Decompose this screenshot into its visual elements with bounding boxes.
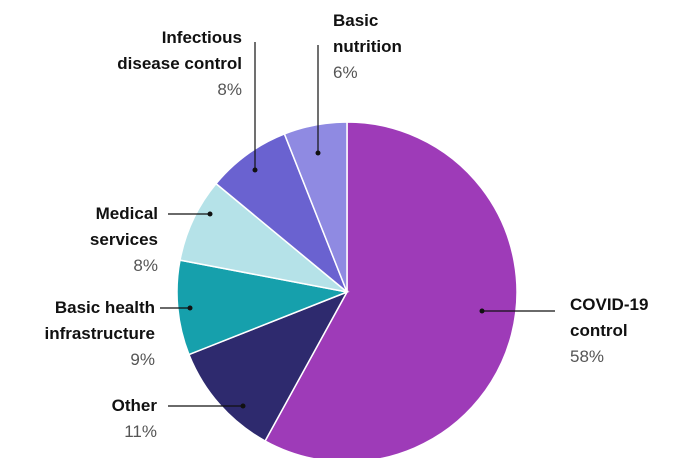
slice-label: Medical services 8% bbox=[0, 201, 158, 279]
value-label: 8% bbox=[133, 256, 158, 275]
leader-dot bbox=[479, 308, 485, 314]
category-label: Medical services bbox=[89, 204, 158, 249]
leader-dot bbox=[240, 403, 246, 409]
slice-label: Basic nutrition 6% bbox=[333, 8, 553, 86]
category-label: Basic nutrition bbox=[333, 11, 402, 56]
category-label: COVID-19 control bbox=[570, 295, 649, 340]
leader-dot bbox=[315, 150, 321, 156]
pie-slice bbox=[187, 290, 349, 442]
value-label: 58% bbox=[570, 347, 605, 366]
slice-label: Infectious disease control 8% bbox=[22, 25, 242, 103]
slice-label: COVID-19 control 58% bbox=[570, 292, 674, 370]
pie-slice bbox=[283, 121, 348, 293]
leader-dot bbox=[207, 211, 213, 217]
category-label: Infectious disease control bbox=[117, 28, 242, 73]
category-label: Basic health infrastructure bbox=[44, 298, 155, 343]
leader-dot bbox=[187, 305, 193, 311]
pie-slice bbox=[264, 121, 518, 458]
value-label: 8% bbox=[217, 80, 242, 99]
value-label: 6% bbox=[333, 63, 358, 82]
value-label: 9% bbox=[130, 350, 155, 369]
slice-label: Other 11% bbox=[0, 393, 157, 445]
category-label: Other bbox=[111, 396, 157, 415]
slice-label: Basic health infrastructure 9% bbox=[0, 295, 155, 373]
value-label: 11% bbox=[124, 422, 157, 441]
leader-dot bbox=[252, 167, 258, 173]
